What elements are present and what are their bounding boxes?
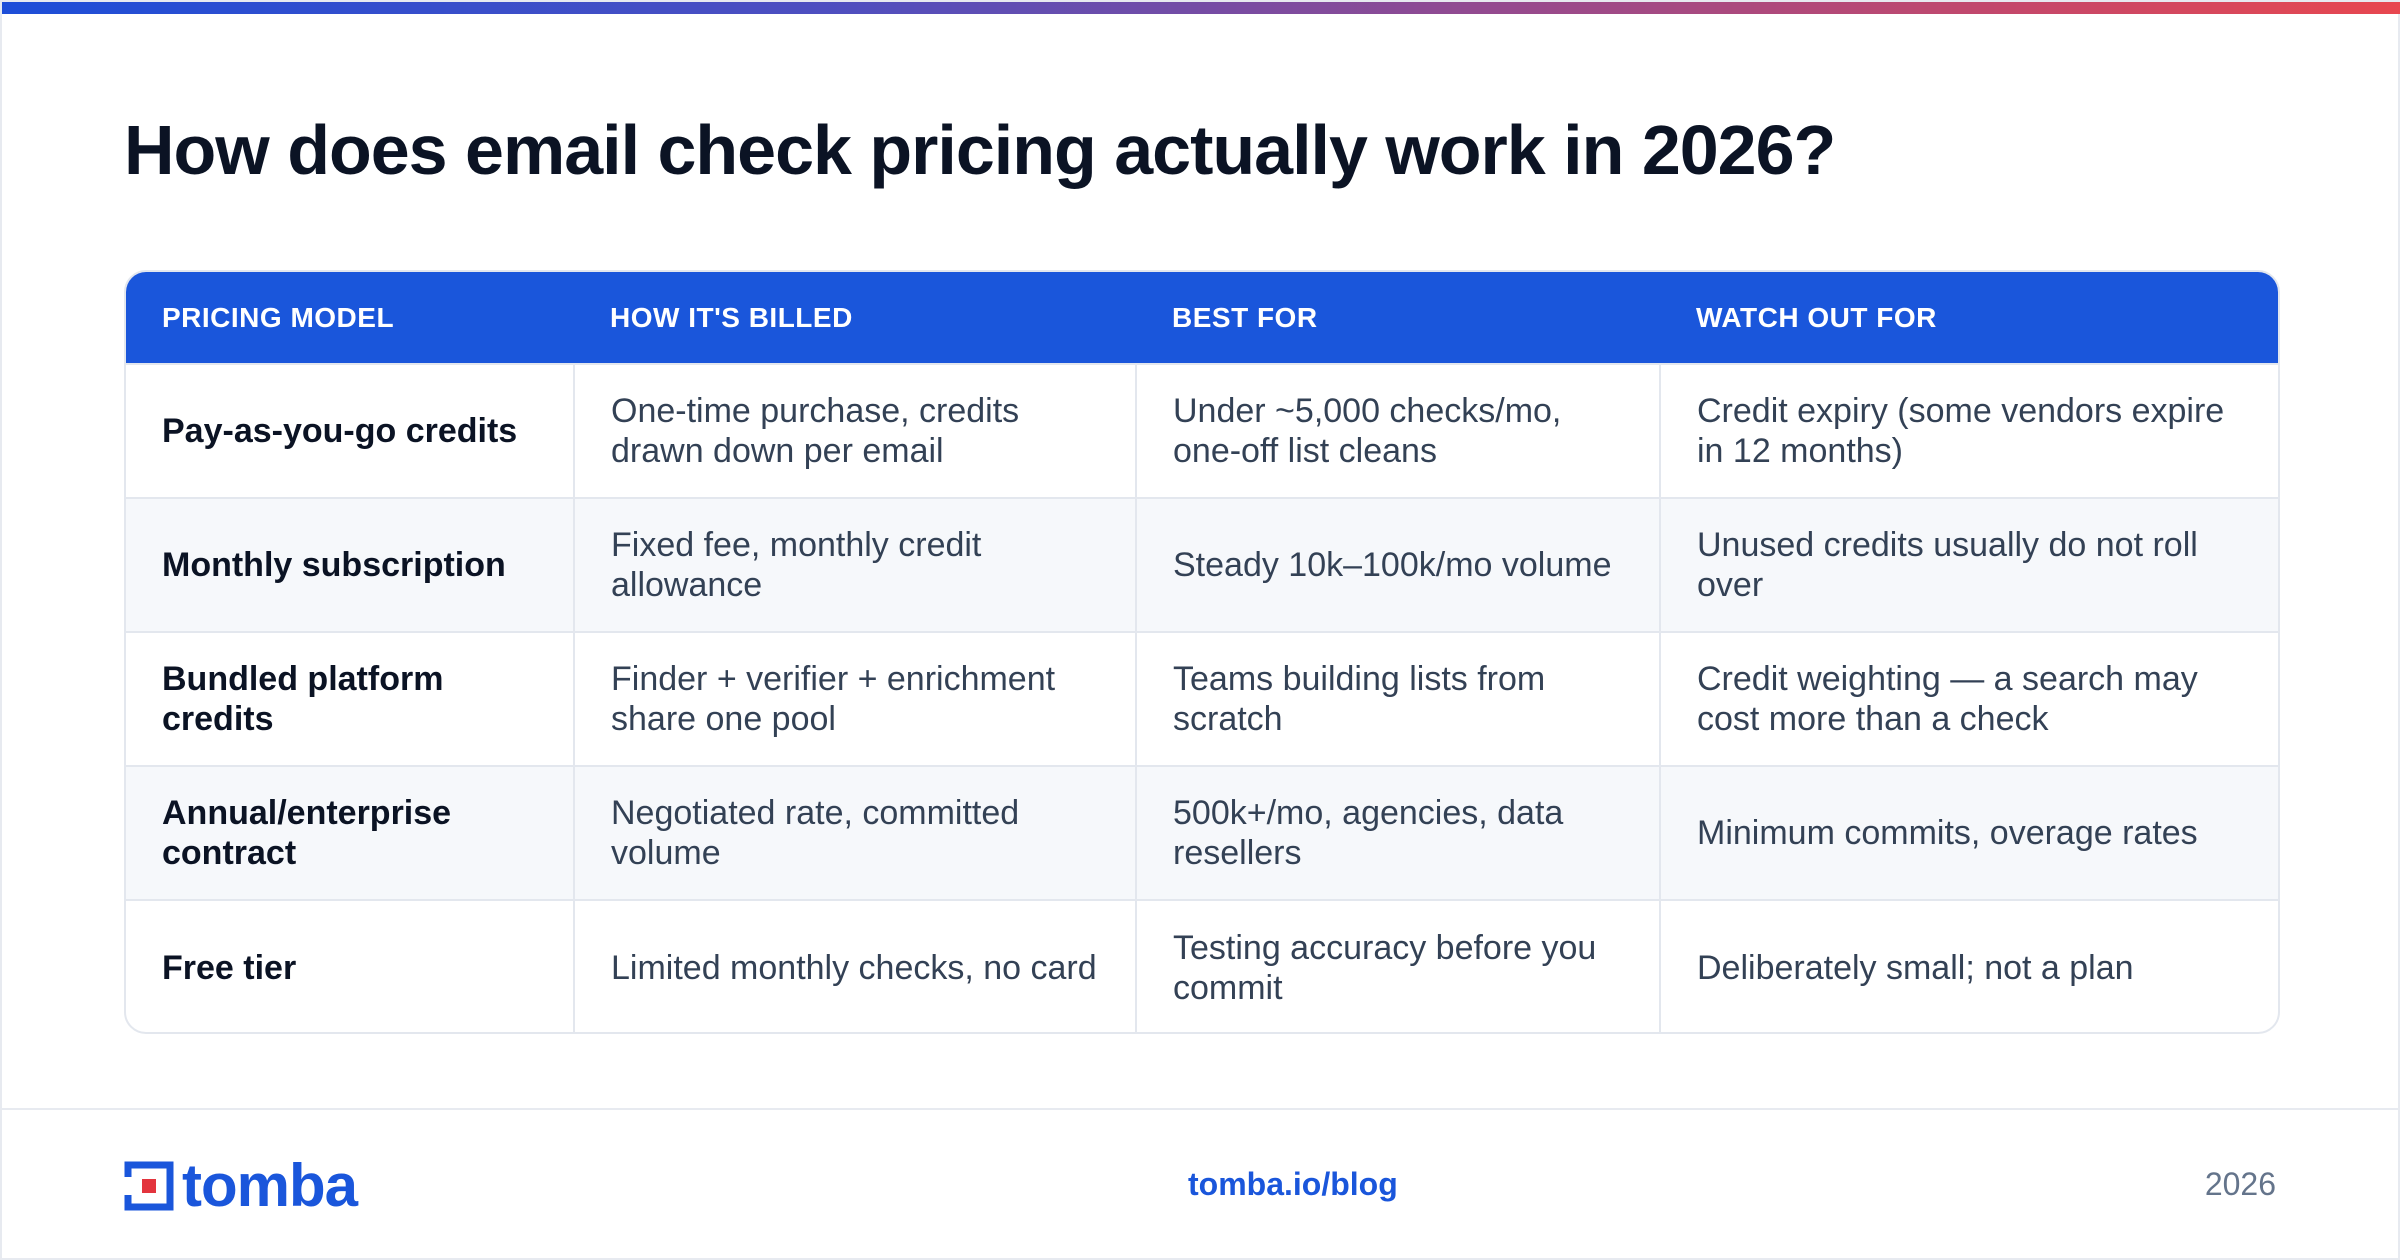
tomba-logo-icon xyxy=(124,1161,174,1211)
footer-year: 2026 xyxy=(2204,1166,2276,1202)
page-title: How does email check pricing actually wo… xyxy=(124,111,1836,189)
header-how-billed: HOW IT'S BILLED xyxy=(610,301,853,333)
cell-best-for: Teams building lists from scratch xyxy=(1135,631,1660,766)
cell-watch-out-for: Credit expiry (some vendors expire in 12… xyxy=(1659,363,2278,498)
header-watch-out-for: WATCH OUT FOR xyxy=(1696,301,1937,333)
cell-watch-out-for: Minimum commits, overage rates xyxy=(1659,765,2278,900)
cell-pricing-model: Pay-as-you-go credits xyxy=(126,363,574,498)
cell-how-billed: Fixed fee, monthly credit allowance xyxy=(573,497,1136,632)
cell-how-billed: Limited monthly checks, no card xyxy=(573,899,1136,1032)
cell-pricing-model: Monthly subscription xyxy=(126,497,574,632)
top-gradient-bar xyxy=(2,2,2400,14)
cell-how-billed: Finder + verifier + enrichment share one… xyxy=(573,631,1136,766)
blog-link[interactable]: tomba.io/blog xyxy=(1188,1166,1398,1202)
cell-watch-out-for: Deliberately small; not a plan xyxy=(1659,899,2278,1032)
table-row: Monthly subscription Fixed fee, monthly … xyxy=(126,497,2278,632)
table-row: Free tier Limited monthly checks, no car… xyxy=(126,899,2278,1032)
header-best-for: BEST FOR xyxy=(1172,301,1318,333)
table-row: Bundled platform credits Finder + verifi… xyxy=(126,631,2278,766)
table-row: Pay-as-you-go credits One-time purchase,… xyxy=(126,363,2278,498)
pricing-table-container: PRICING MODEL HOW IT'S BILLED BEST FOR W… xyxy=(124,270,2280,1034)
table-header-row: PRICING MODEL HOW IT'S BILLED BEST FOR W… xyxy=(126,272,2278,364)
pricing-table: PRICING MODEL HOW IT'S BILLED BEST FOR W… xyxy=(126,272,2278,1032)
table-row: Annual/enterprise contract Negotiated ra… xyxy=(126,765,2278,900)
footer-divider xyxy=(2,1108,2400,1110)
cell-watch-out-for: Unused credits usually do not roll over xyxy=(1659,497,2278,632)
cell-pricing-model: Free tier xyxy=(126,899,574,1032)
tomba-logo: tomba xyxy=(124,1152,358,1219)
cell-watch-out-for: Credit weighting — a search may cost mor… xyxy=(1659,631,2278,766)
logo-wordmark: tomba xyxy=(182,1152,358,1219)
cell-pricing-model: Bundled platform credits xyxy=(126,631,574,766)
cell-best-for: 500k+/mo, agencies, data resellers xyxy=(1135,765,1660,900)
cell-pricing-model: Annual/enterprise contract xyxy=(126,765,574,900)
cell-best-for: Testing accuracy before you commit xyxy=(1135,899,1660,1032)
header-pricing-model: PRICING MODEL xyxy=(162,301,395,333)
cell-best-for: Under ~5,000 checks/mo, one-off list cle… xyxy=(1135,363,1660,498)
cell-how-billed: One-time purchase, credits drawn down pe… xyxy=(573,363,1136,498)
cell-best-for: Steady 10k–100k/mo volume xyxy=(1135,497,1660,632)
cell-how-billed: Negotiated rate, committed volume xyxy=(573,765,1136,900)
